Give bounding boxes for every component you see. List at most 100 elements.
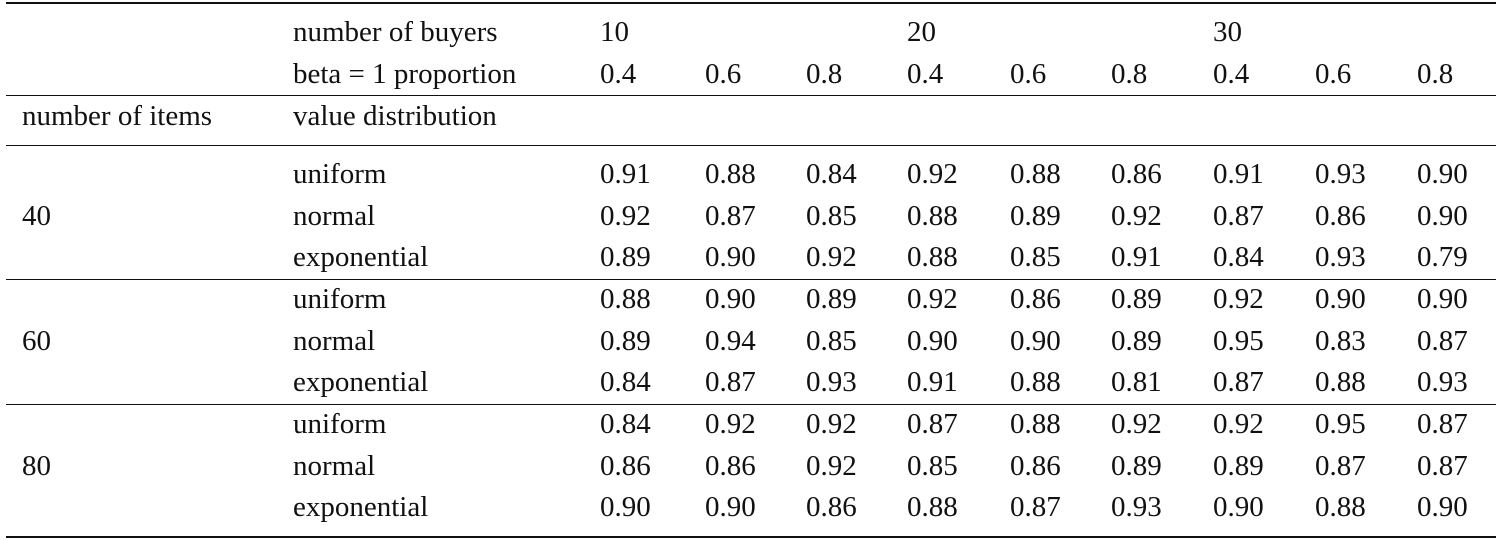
value-cell: 0.90	[1315, 283, 1366, 315]
value-cell: 0.85	[1010, 241, 1061, 273]
buyers-label: number of buyers	[293, 16, 498, 48]
value-cell: 0.89	[1111, 283, 1162, 315]
value-cell: 0.92	[806, 408, 857, 440]
distribution-cell: exponential	[293, 491, 429, 523]
beta-value-header: 0.8	[1417, 58, 1454, 90]
value-cell: 0.86	[705, 449, 756, 482]
beta-value-header: 0.4	[907, 58, 944, 90]
value-cell: 0.85	[806, 199, 857, 232]
value-cell: 0.88	[705, 158, 756, 190]
distribution-cell: normal	[293, 449, 376, 482]
header-midrule	[6, 95, 1496, 97]
value-cell: 0.95	[1315, 408, 1366, 440]
value-cell: 0.81	[1111, 366, 1162, 398]
value-cell: 0.90	[1213, 491, 1264, 523]
value-cell: 0.87	[1010, 491, 1061, 523]
top-rule	[6, 2, 1496, 4]
value-cell: 0.92	[1213, 408, 1264, 440]
value-cell: 0.85	[806, 324, 857, 357]
value-cell: 0.84	[600, 366, 651, 398]
value-cell: 0.92	[705, 408, 756, 440]
beta-value-header: 0.4	[600, 58, 637, 90]
value-cell: 0.88	[1010, 366, 1061, 398]
beta-value-header: 0.6	[705, 58, 742, 90]
value-cell: 0.87	[1213, 366, 1264, 398]
value-cell: 0.89	[1213, 449, 1264, 482]
value-cell: 0.85	[907, 449, 958, 482]
value-cell: 0.89	[1010, 199, 1061, 232]
value-cell: 0.93	[1315, 158, 1366, 190]
buyer-group-header: 20	[907, 16, 936, 48]
value-cell: 0.90	[705, 283, 756, 315]
value-cell: 0.87	[1315, 449, 1366, 482]
value-cell: 0.93	[1417, 366, 1468, 398]
group-separator-rule	[6, 279, 1496, 281]
value-cell: 0.86	[1111, 158, 1162, 190]
beta-value-header: 0.8	[806, 58, 843, 90]
value-cell: 0.89	[600, 241, 651, 273]
value-cell: 0.91	[907, 366, 958, 398]
items-label: number of items	[22, 100, 213, 132]
beta-value-header: 0.6	[1010, 58, 1047, 90]
distribution-cell: uniform	[293, 408, 387, 440]
distribution-cell: exponential	[293, 366, 429, 398]
value-cell: 0.90	[705, 241, 756, 273]
beta-value-header: 0.4	[1213, 58, 1250, 90]
value-cell: 0.88	[907, 199, 958, 232]
value-cell: 0.90	[1010, 324, 1061, 357]
value-cell: 0.86	[806, 491, 857, 523]
value-cell: 0.91	[1111, 241, 1162, 273]
distribution-label: value distribution	[293, 100, 497, 132]
value-cell: 0.86	[1010, 283, 1061, 315]
value-cell: 0.88	[1010, 408, 1061, 440]
value-cell: 0.84	[600, 408, 651, 440]
value-cell: 0.90	[1417, 283, 1468, 315]
distribution-cell: exponential	[293, 241, 429, 273]
value-cell: 0.89	[1111, 449, 1162, 482]
value-cell: 0.92	[1213, 283, 1264, 315]
value-cell: 0.87	[1417, 449, 1468, 482]
value-cell: 0.86	[1315, 199, 1366, 232]
value-cell: 0.90	[705, 491, 756, 523]
group-separator-rule	[6, 404, 1496, 406]
value-cell: 0.94	[705, 324, 756, 357]
distribution-cell: normal	[293, 324, 376, 357]
value-cell: 0.83	[1315, 324, 1366, 357]
value-cell: 0.89	[600, 324, 651, 357]
beta-value-header: 0.6	[1315, 58, 1352, 90]
value-cell: 0.87	[705, 366, 756, 398]
value-cell: 0.87	[907, 408, 958, 440]
buyer-group-header: 10	[600, 16, 629, 48]
value-cell: 0.84	[806, 158, 857, 190]
value-cell: 0.79	[1417, 241, 1468, 273]
value-cell: 0.92	[600, 199, 651, 232]
value-cell: 0.90	[600, 491, 651, 523]
value-cell: 0.88	[907, 491, 958, 523]
value-cell: 0.92	[806, 241, 857, 273]
value-cell: 0.87	[1213, 199, 1264, 232]
distribution-cell: uniform	[293, 283, 387, 315]
value-cell: 0.91	[600, 158, 651, 190]
value-cell: 0.92	[907, 158, 958, 190]
value-cell: 0.92	[907, 283, 958, 315]
value-cell: 0.88	[1010, 158, 1061, 190]
value-cell: 0.88	[1315, 491, 1366, 523]
bottom-rule	[6, 536, 1496, 538]
value-cell: 0.88	[907, 241, 958, 273]
buyer-group-header: 30	[1213, 16, 1242, 48]
value-cell: 0.87	[705, 199, 756, 232]
value-cell: 0.88	[600, 283, 651, 315]
value-cell: 0.92	[1111, 408, 1162, 440]
value-cell: 0.93	[1315, 241, 1366, 273]
distribution-cell: uniform	[293, 158, 387, 190]
value-cell: 0.87	[1417, 324, 1468, 357]
value-cell: 0.87	[1417, 408, 1468, 440]
items-group-label: 60	[22, 324, 51, 357]
value-cell: 0.92	[1111, 199, 1162, 232]
items-group-label: 80	[22, 449, 51, 482]
value-cell: 0.86	[600, 449, 651, 482]
distribution-cell: normal	[293, 199, 376, 232]
value-cell: 0.91	[1213, 158, 1264, 190]
value-cell: 0.90	[907, 324, 958, 357]
items-group-label: 40	[22, 199, 51, 232]
